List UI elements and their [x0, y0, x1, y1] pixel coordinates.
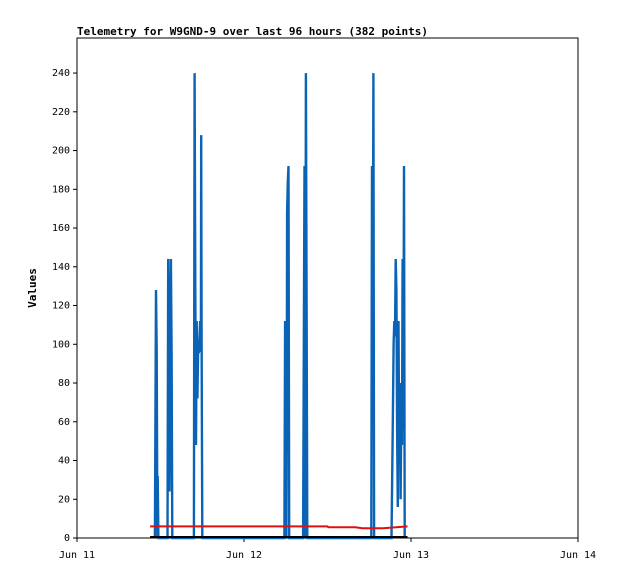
y-tick-label: 40 [58, 456, 70, 467]
y-tick-label: 80 [58, 378, 70, 389]
plot-area [76, 37, 579, 539]
chart-marks: 0 20 40 60 80 100 120 140 160 180 200 220 240 Jun 11 J… [52, 68, 596, 561]
x-tick-label: Jun 12 [226, 550, 262, 561]
y-tick-label: 0 [64, 533, 70, 544]
y-tick-label: 200 [52, 146, 70, 157]
y-axis-label: Values [26, 268, 39, 308]
y-tick-label: 100 [52, 339, 70, 350]
y-tick-label: 160 [52, 223, 70, 234]
y-tick-label: 120 [52, 301, 70, 312]
chart-title: Telemetry for W9GND-9 over last 96 hours… [77, 25, 428, 38]
y-tick-label: 60 [58, 417, 70, 428]
y-tick-label: 220 [52, 107, 70, 118]
x-tick-label: Jun 14 [560, 550, 596, 561]
y-tick-label: 140 [52, 262, 70, 273]
series-line-2 [150, 525, 408, 530]
series-line-1 [153, 73, 406, 540]
x-tick-label: Jun 11 [59, 550, 95, 561]
y-tick-label: 240 [52, 68, 70, 79]
y-tick-label: 20 [58, 494, 70, 505]
y-tick-label: 180 [52, 184, 70, 195]
x-tick-label: Jun 13 [393, 550, 429, 561]
